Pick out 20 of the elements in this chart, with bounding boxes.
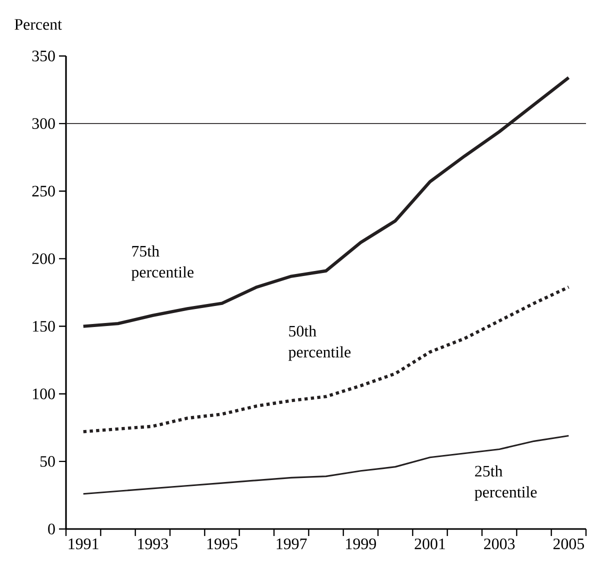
y-tick-label: 300	[32, 118, 55, 129]
x-tick-label: 1995	[207, 538, 238, 550]
series-label: 25th percentile	[474, 465, 537, 501]
y-tick-label: 350	[32, 50, 55, 62]
x-tick-label: 2001	[414, 538, 445, 550]
x-tick-label: 1999	[346, 538, 376, 550]
y-tick-label: 100	[32, 388, 55, 400]
x-tick-label: 1997	[276, 538, 307, 550]
series-label: 75th percentile	[131, 245, 194, 281]
y-tick-label: 250	[32, 186, 55, 197]
y-tick-label: 200	[32, 253, 55, 264]
y-tick-label: 0	[48, 524, 55, 534]
x-tick-label: 2005	[553, 538, 584, 550]
x-tick-label: 1993	[138, 538, 168, 550]
y-axis-title: Percent	[14, 19, 62, 30]
y-tick-label: 150	[32, 320, 55, 332]
series-label: 50th percentile	[288, 325, 351, 361]
x-tick-label: 1991	[68, 538, 98, 550]
x-tick-label: 2003	[484, 538, 515, 550]
y-tick-label: 50	[40, 456, 55, 467]
